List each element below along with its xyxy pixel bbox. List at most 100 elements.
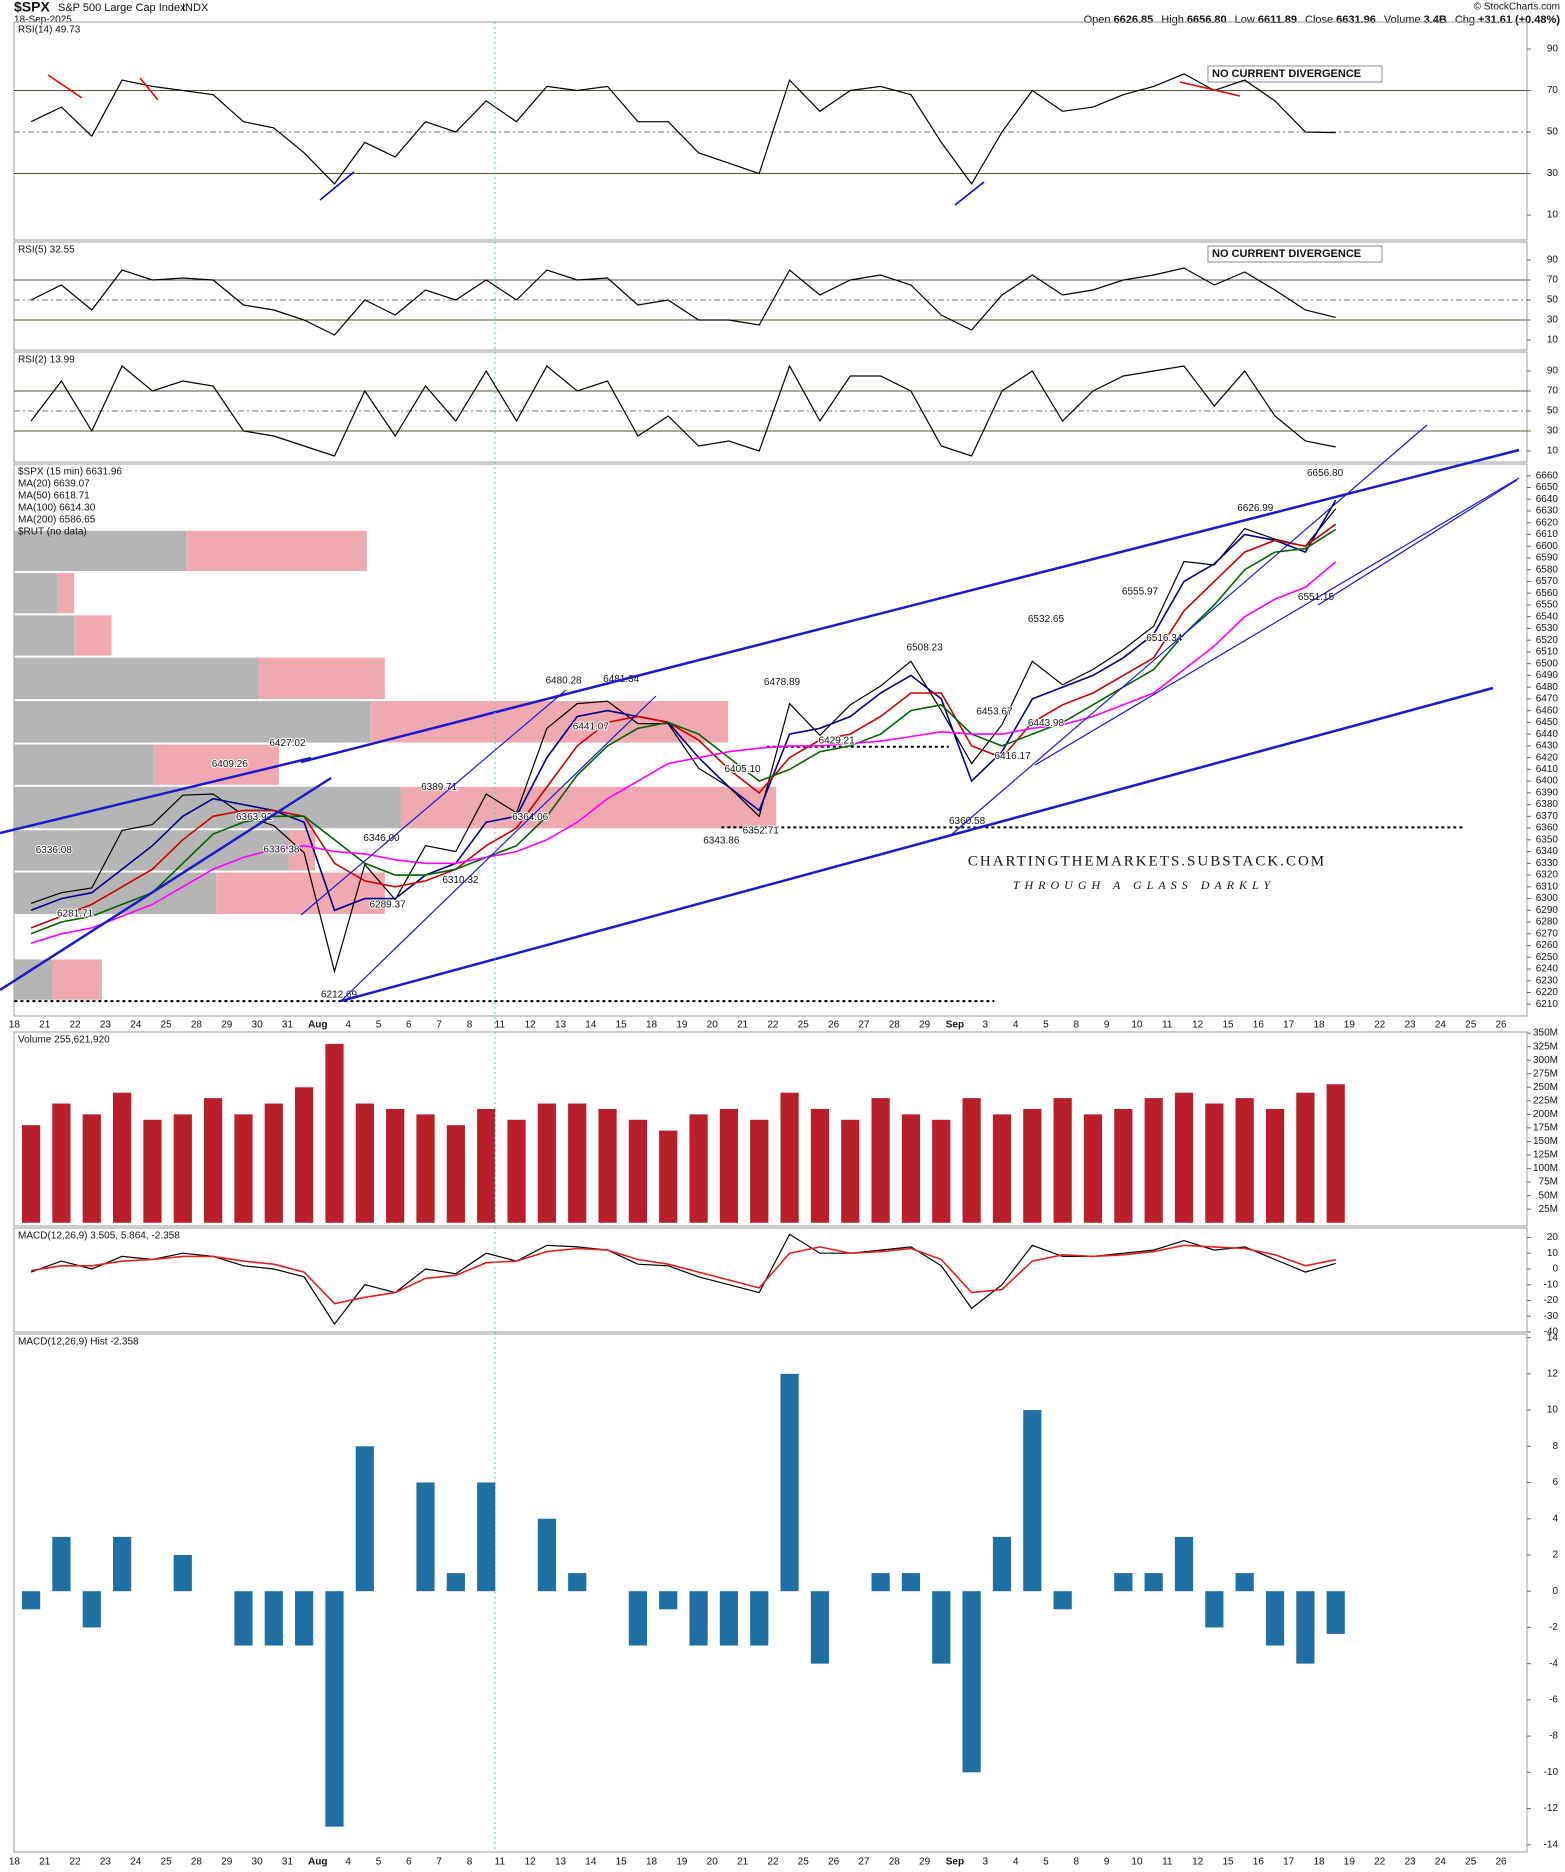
price-label: 6416.17 [995,751,1032,762]
bar [446,1573,465,1592]
bar [416,1114,435,1223]
bar [82,1591,101,1628]
x-tick-label: 5 [1043,1020,1049,1031]
vbp-down [52,959,102,1000]
bar [1265,1108,1285,1223]
price-label: 6427.02 [269,738,306,749]
price-label: 6405.10 [724,764,761,775]
x-tick-label: 3 [982,1857,988,1868]
bar [841,1119,860,1223]
trend-line [950,424,1428,836]
y-tick-label: 12 [1547,1368,1559,1379]
quote-label: Volume [1384,14,1421,26]
y-tick-label: 6580 [1536,564,1559,575]
panel-frame [13,1227,1528,1333]
x-tick-label: 20 [707,1857,719,1868]
bar [1023,1410,1042,1592]
bar [962,1591,981,1773]
x-tick-label: 24 [1435,1020,1447,1031]
bar [750,1119,769,1223]
x-tick-label: 29 [221,1857,233,1868]
price-label: 6310.32 [442,875,479,886]
bar [962,1098,981,1223]
bar [355,1446,374,1592]
bar [143,1119,162,1223]
bar [52,1536,71,1592]
y-tick-label: 225M [1533,1095,1558,1106]
y-tick-label: 6650 [1536,482,1559,493]
bar [780,1373,799,1592]
x-tick-label: 21 [39,1857,51,1868]
y-tick-label: 6370 [1536,811,1559,822]
y-tick-label: 6250 [1536,952,1559,963]
divergence-arrow [954,181,985,206]
price-label: 6508.23 [907,643,944,654]
x-tick-label: 10 [1131,1020,1143,1031]
bar [113,1536,132,1592]
y-tick-label: 50 [1547,406,1559,417]
x-tick-label: 23 [1404,1020,1416,1031]
x-tick-label: 19 [1344,1020,1356,1031]
bar [537,1518,556,1592]
x-tick-label: 8 [1074,1020,1080,1031]
y-tick-label: 10 [1547,446,1559,457]
y-tick-label: 6440 [1536,729,1559,740]
y-tick-label: 6570 [1536,576,1559,587]
divergence-arrow [47,74,83,99]
legend-entry: MA(50) 6618.71 [18,491,90,502]
quote-value: 6656.80 [1187,14,1227,26]
y-tick-label: 6340 [1536,846,1559,857]
y-tick-label: 6490 [1536,670,1559,681]
price-label: 6443.98 [1028,718,1065,729]
x-tick-label: 29 [919,1020,931,1031]
series-line [30,1233,1336,1326]
panel-title: RSI(5) 32.55 [18,245,75,256]
x-tick-label: 22 [767,1020,779,1031]
x-tick-label: 5 [1043,1857,1049,1868]
bar [1023,1108,1042,1223]
vbp-down [400,786,777,829]
x-tick-label: 31 [282,1020,294,1031]
bar [659,1130,678,1223]
vbp-up [14,786,401,829]
x-tick-label: 23 [100,1020,112,1031]
y-tick-label: 6220 [1536,987,1559,998]
bar [628,1591,647,1646]
y-tick-label: 6500 [1536,658,1559,669]
series-line [30,267,1336,336]
bar [1053,1591,1072,1610]
y-tick-label: 4 [1552,1513,1558,1524]
x-tick-label: 24 [130,1020,142,1031]
y-tick-label: 6470 [1536,694,1559,705]
divergence-arrow [1179,81,1241,97]
price-label: 6516.34 [1146,633,1183,644]
vbp-up [14,657,259,700]
x-tick-label: 5 [376,1857,382,1868]
x-tick-label: 8 [467,1020,473,1031]
y-tick-label: 6230 [1536,975,1559,986]
bar [659,1591,678,1610]
x-tick-label: 16 [1253,1020,1265,1031]
y-tick-label: 30 [1547,315,1559,326]
legend-entry: MA(200) 6586.65 [18,515,96,526]
bar [173,1114,192,1223]
annotation-box: NO CURRENT DIVERGENCE [1207,65,1383,83]
x-tick-label: 17 [1283,1857,1295,1868]
y-tick-label: 6320 [1536,870,1559,881]
quote-value: 6626.85 [1114,14,1154,26]
x-tick-label: 22 [1374,1020,1386,1031]
bar [295,1087,314,1223]
bar [901,1114,921,1223]
index-name: S&P 500 Large Cap Index [58,2,186,14]
price-label: 6656.80 [1307,468,1344,479]
x-tick-label: 23 [1404,1857,1416,1868]
x-tick-label: 4 [1013,1020,1019,1031]
watermark: THROUGH A GLASS DARKLY [1013,878,1275,892]
y-tick-label: 10 [1547,1405,1559,1416]
y-tick-label: 90 [1547,366,1559,377]
x-tick-label: 28 [889,1020,901,1031]
x-tick-label: 24 [130,1857,142,1868]
x-tick-label: 12 [525,1857,537,1868]
vbp-down [153,744,279,785]
